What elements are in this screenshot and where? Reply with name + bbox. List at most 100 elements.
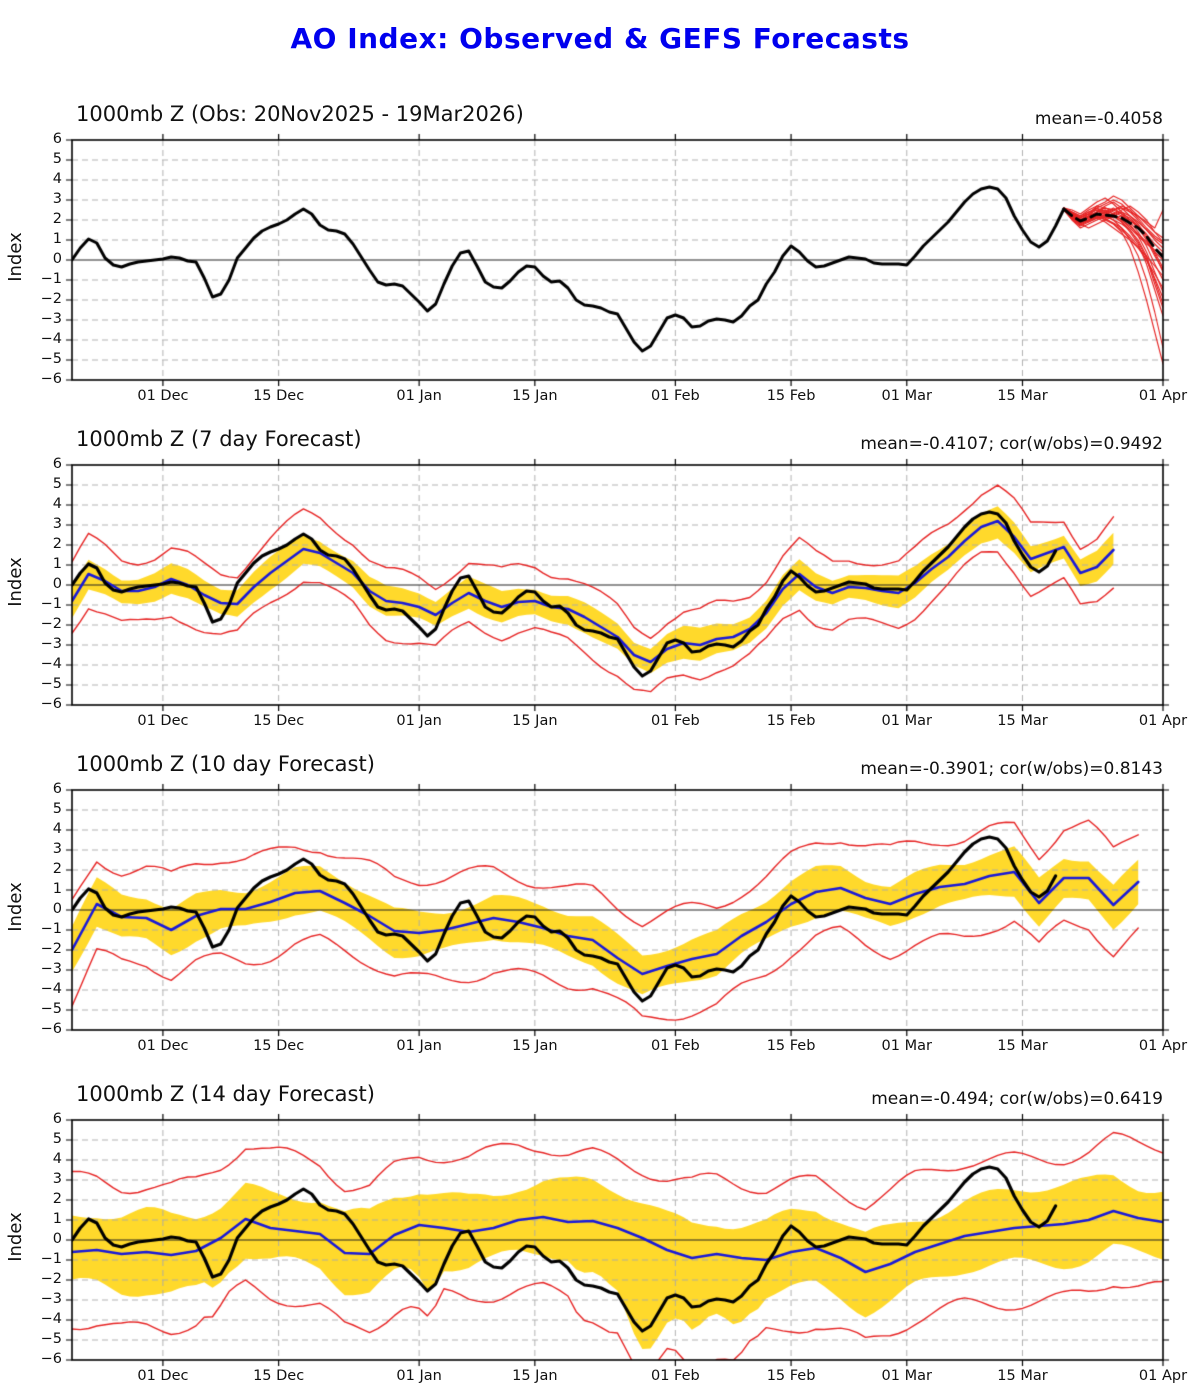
x-tick-label: 01 Jan — [396, 1038, 442, 1054]
y-tick-label: 0 — [52, 901, 62, 917]
x-tick-label: 15 Feb — [766, 388, 816, 404]
y-tick-label: −1 — [40, 921, 62, 937]
y-tick-label: 1 — [52, 1211, 62, 1227]
y-tick-label: 4 — [52, 821, 62, 837]
y-tick-label: −2 — [40, 291, 62, 307]
x-tick-label: 01 Jan — [396, 713, 442, 729]
x-tick-label: 15 Jan — [512, 1038, 558, 1054]
y-tick-label: 6 — [52, 781, 62, 797]
panel-observed: 1000mb Z (Obs: 20Nov2025 - 19Mar2026) me… — [0, 100, 1200, 412]
y-tick-label: −1 — [40, 271, 62, 287]
y-tick-label: −3 — [40, 311, 62, 327]
panel-title: 1000mb Z (10 day Forecast) — [76, 752, 375, 776]
y-tick-label: −3 — [40, 961, 62, 977]
y-tick-label: 5 — [52, 1131, 62, 1147]
x-tick-label: 15 Mar — [997, 1368, 1048, 1384]
x-tick-label: 15 Jan — [512, 1368, 558, 1384]
panel-14day-forecast: 1000mb Z (14 day Forecast) mean=-0.494; … — [0, 1080, 1200, 1392]
x-tick-label: 01 Mar — [881, 713, 932, 729]
panel-stats: mean=-0.3901; cor(w/obs)=0.8143 — [860, 759, 1163, 779]
panel-title: 1000mb Z (Obs: 20Nov2025 - 19Mar2026) — [76, 102, 524, 126]
y-tick-label: −3 — [40, 636, 62, 652]
x-tick-label: 15 Dec — [253, 1368, 305, 1384]
y-tick-label: −4 — [40, 1311, 62, 1327]
y-tick-label: 2 — [52, 1191, 62, 1207]
y-tick-label: 6 — [52, 131, 62, 147]
x-tick-label: 15 Mar — [997, 388, 1048, 404]
y-tick-label: −6 — [40, 1021, 62, 1037]
y-tick-label: −5 — [40, 676, 62, 692]
y-tick-label: 4 — [52, 1151, 62, 1167]
y-tick-label: −4 — [40, 331, 62, 347]
y-tick-label: 3 — [52, 191, 62, 207]
plot-canvas-observed — [62, 130, 1173, 390]
x-tick-label: 01 Mar — [881, 1368, 932, 1384]
x-tick-label: 01 Jan — [396, 388, 442, 404]
y-tick-label: −2 — [40, 941, 62, 957]
x-tick-label: 15 Dec — [253, 1038, 305, 1054]
panel-stats: mean=-0.494; cor(w/obs)=0.6419 — [871, 1089, 1163, 1109]
y-tick-label: −1 — [40, 596, 62, 612]
y-tick-label: 3 — [52, 841, 62, 857]
x-tick-label: 01 Feb — [650, 388, 700, 404]
x-tick-label: 01 Apr — [1138, 1368, 1188, 1384]
x-tick-label: 01 Mar — [881, 1038, 932, 1054]
y-tick-label: 4 — [52, 496, 62, 512]
y-tick-label: 5 — [52, 151, 62, 167]
y-tick-label: 3 — [52, 1171, 62, 1187]
y-tick-label: 3 — [52, 516, 62, 532]
plot-canvas-14day — [62, 1110, 1173, 1370]
y-tick-label: −4 — [40, 656, 62, 672]
x-tick-label: 01 Feb — [650, 1368, 700, 1384]
y-tick-label: −2 — [40, 1271, 62, 1287]
x-tick-label: 01 Apr — [1138, 713, 1188, 729]
y-tick-label: −4 — [40, 981, 62, 997]
x-tick-label: 15 Mar — [997, 713, 1048, 729]
y-tick-label: −3 — [40, 1291, 62, 1307]
x-tick-label: 15 Dec — [253, 388, 305, 404]
plot-canvas-7day — [62, 455, 1173, 715]
y-tick-label: −5 — [40, 351, 62, 367]
y-tick-label: 0 — [52, 576, 62, 592]
x-tick-label: 01 Feb — [650, 713, 700, 729]
y-tick-label: 1 — [52, 231, 62, 247]
panel-title: 1000mb Z (14 day Forecast) — [76, 1082, 375, 1106]
x-tick-label: 01 Mar — [881, 388, 932, 404]
y-tick-label: 2 — [52, 211, 62, 227]
y-tick-label: 2 — [52, 861, 62, 877]
x-tick-label: 15 Feb — [766, 1038, 816, 1054]
y-tick-label: 2 — [52, 536, 62, 552]
x-tick-label: 01 Dec — [137, 713, 189, 729]
x-tick-label: 01 Apr — [1138, 388, 1188, 404]
y-tick-label: 5 — [52, 801, 62, 817]
x-tick-label: 15 Feb — [766, 1368, 816, 1384]
panel-stats: mean=-0.4058 — [1034, 109, 1163, 129]
panel-stats: mean=-0.4107; cor(w/obs)=0.9492 — [860, 434, 1163, 454]
x-tick-label: 15 Jan — [512, 388, 558, 404]
panel-title: 1000mb Z (7 day Forecast) — [76, 427, 362, 451]
y-tick-label: −1 — [40, 1251, 62, 1267]
y-tick-label: −6 — [40, 1351, 62, 1367]
y-tick-label: 5 — [52, 476, 62, 492]
y-tick-label: −2 — [40, 616, 62, 632]
plot-canvas-10day — [62, 780, 1173, 1040]
x-tick-label: 01 Dec — [137, 1038, 189, 1054]
y-tick-label: −5 — [40, 1331, 62, 1347]
y-tick-label: 0 — [52, 251, 62, 267]
x-tick-label: 15 Jan — [512, 713, 558, 729]
panel-10day-forecast: 1000mb Z (10 day Forecast) mean=-0.3901;… — [0, 750, 1200, 1062]
page-title: AO Index: Observed & GEFS Forecasts — [290, 22, 910, 55]
y-tick-label: 6 — [52, 456, 62, 472]
y-tick-label: −5 — [40, 1001, 62, 1017]
y-tick-label: 0 — [52, 1231, 62, 1247]
y-tick-label: 1 — [52, 881, 62, 897]
x-tick-label: 15 Feb — [766, 713, 816, 729]
panel-7day-forecast: 1000mb Z (7 day Forecast) mean=-0.4107; … — [0, 425, 1200, 737]
x-tick-label: 01 Feb — [650, 1038, 700, 1054]
x-tick-label: 15 Mar — [997, 1038, 1048, 1054]
y-tick-label: −6 — [40, 371, 62, 387]
y-tick-label: 4 — [52, 171, 62, 187]
x-tick-label: 01 Dec — [137, 388, 189, 404]
y-tick-label: 6 — [52, 1111, 62, 1127]
